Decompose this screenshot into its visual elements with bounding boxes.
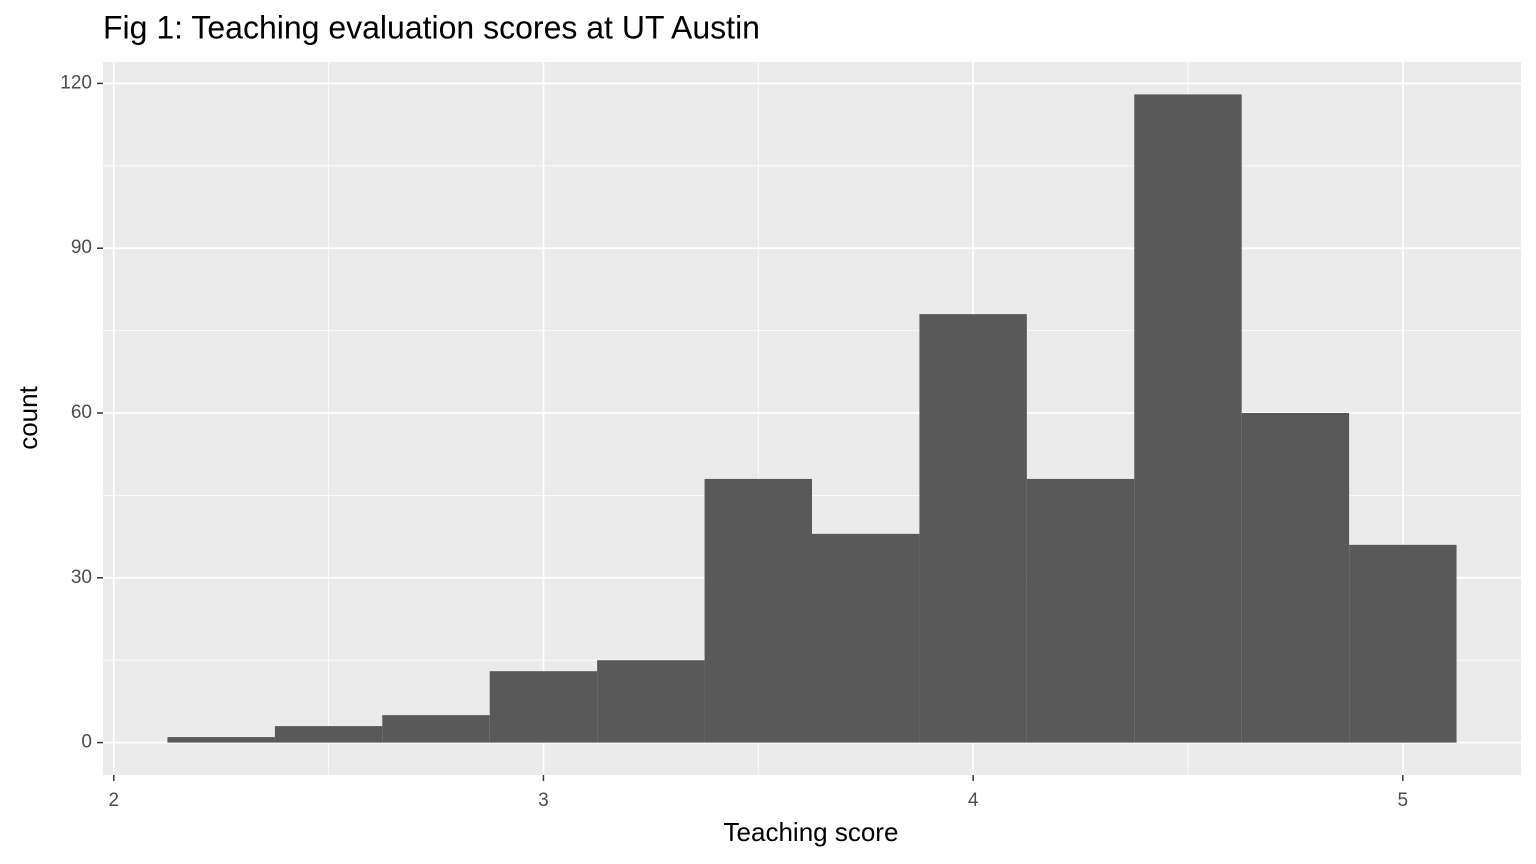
bar — [1026, 478, 1135, 743]
y-tick-label: 0 — [81, 732, 92, 753]
x-tick-label: 3 — [538, 790, 549, 811]
bar — [1349, 544, 1457, 743]
bar — [1241, 413, 1350, 743]
y-tick-label: 120 — [60, 72, 92, 93]
bar — [919, 314, 1027, 743]
bar — [597, 660, 705, 743]
x-tick-label: 5 — [1398, 790, 1409, 811]
bar — [1134, 94, 1242, 743]
bar — [167, 737, 275, 743]
x-tick-label: 2 — [108, 790, 119, 811]
bar — [489, 671, 598, 743]
bar — [704, 478, 812, 743]
bar — [274, 726, 383, 743]
y-axis-label: count — [13, 385, 43, 449]
y-tick-label: 60 — [71, 402, 92, 423]
y-tick-label: 90 — [71, 237, 92, 258]
x-axis-label: Teaching score — [724, 817, 899, 847]
x-tick-label: 4 — [968, 790, 979, 811]
bar — [382, 715, 490, 743]
bar — [812, 533, 920, 743]
y-tick-label: 30 — [71, 567, 92, 588]
chart-title: Fig 1: Teaching evaluation scores at UT … — [103, 9, 760, 45]
